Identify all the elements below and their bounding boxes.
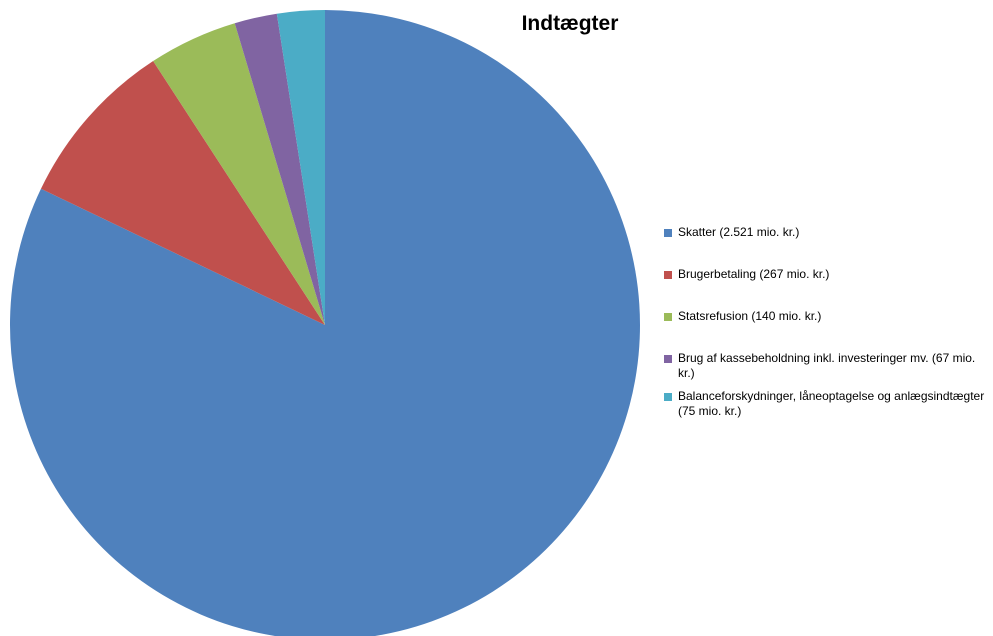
legend-label: Statsrefusion (140 mio. kr.) xyxy=(678,309,822,323)
legend-label: Balanceforskydninger, låneoptagelse og a… xyxy=(678,389,985,418)
legend-item-kassebeholdning: Brug af kassebeholdning inkl. investerin… xyxy=(664,351,989,381)
pie-slice-balanceforskydninger xyxy=(276,10,325,325)
pie-slice-brugerbetaling xyxy=(40,61,325,326)
pie-slice-skatter xyxy=(10,10,640,636)
legend-item-skatter: Skatter (2.521 mio. kr.) xyxy=(664,225,989,240)
chart-title: Indtægter xyxy=(521,12,619,35)
pie-slice-kassebeholdning xyxy=(234,13,325,326)
legend-label: Brug af kassebeholdning inkl. investerin… xyxy=(678,351,976,380)
pie-slice-statsrefusion xyxy=(153,23,325,325)
legend-swatch xyxy=(664,393,672,401)
legend-swatch xyxy=(664,229,672,237)
legend-item-brugerbetaling: Brugerbetaling (267 mio. kr.) xyxy=(664,267,989,282)
legend: Skatter (2.521 mio. kr.) Brugerbetaling … xyxy=(664,225,989,446)
legend-label: Skatter (2.521 mio. kr.) xyxy=(678,225,800,239)
legend-label: Brugerbetaling (267 mio. kr.) xyxy=(678,267,830,281)
legend-item-statsrefusion: Statsrefusion (140 mio. kr.) xyxy=(664,309,989,324)
legend-swatch xyxy=(664,355,672,363)
legend-swatch xyxy=(664,313,672,321)
legend-swatch xyxy=(664,271,672,279)
legend-item-balanceforskydninger: Balanceforskydninger, låneoptagelse og a… xyxy=(664,389,989,419)
